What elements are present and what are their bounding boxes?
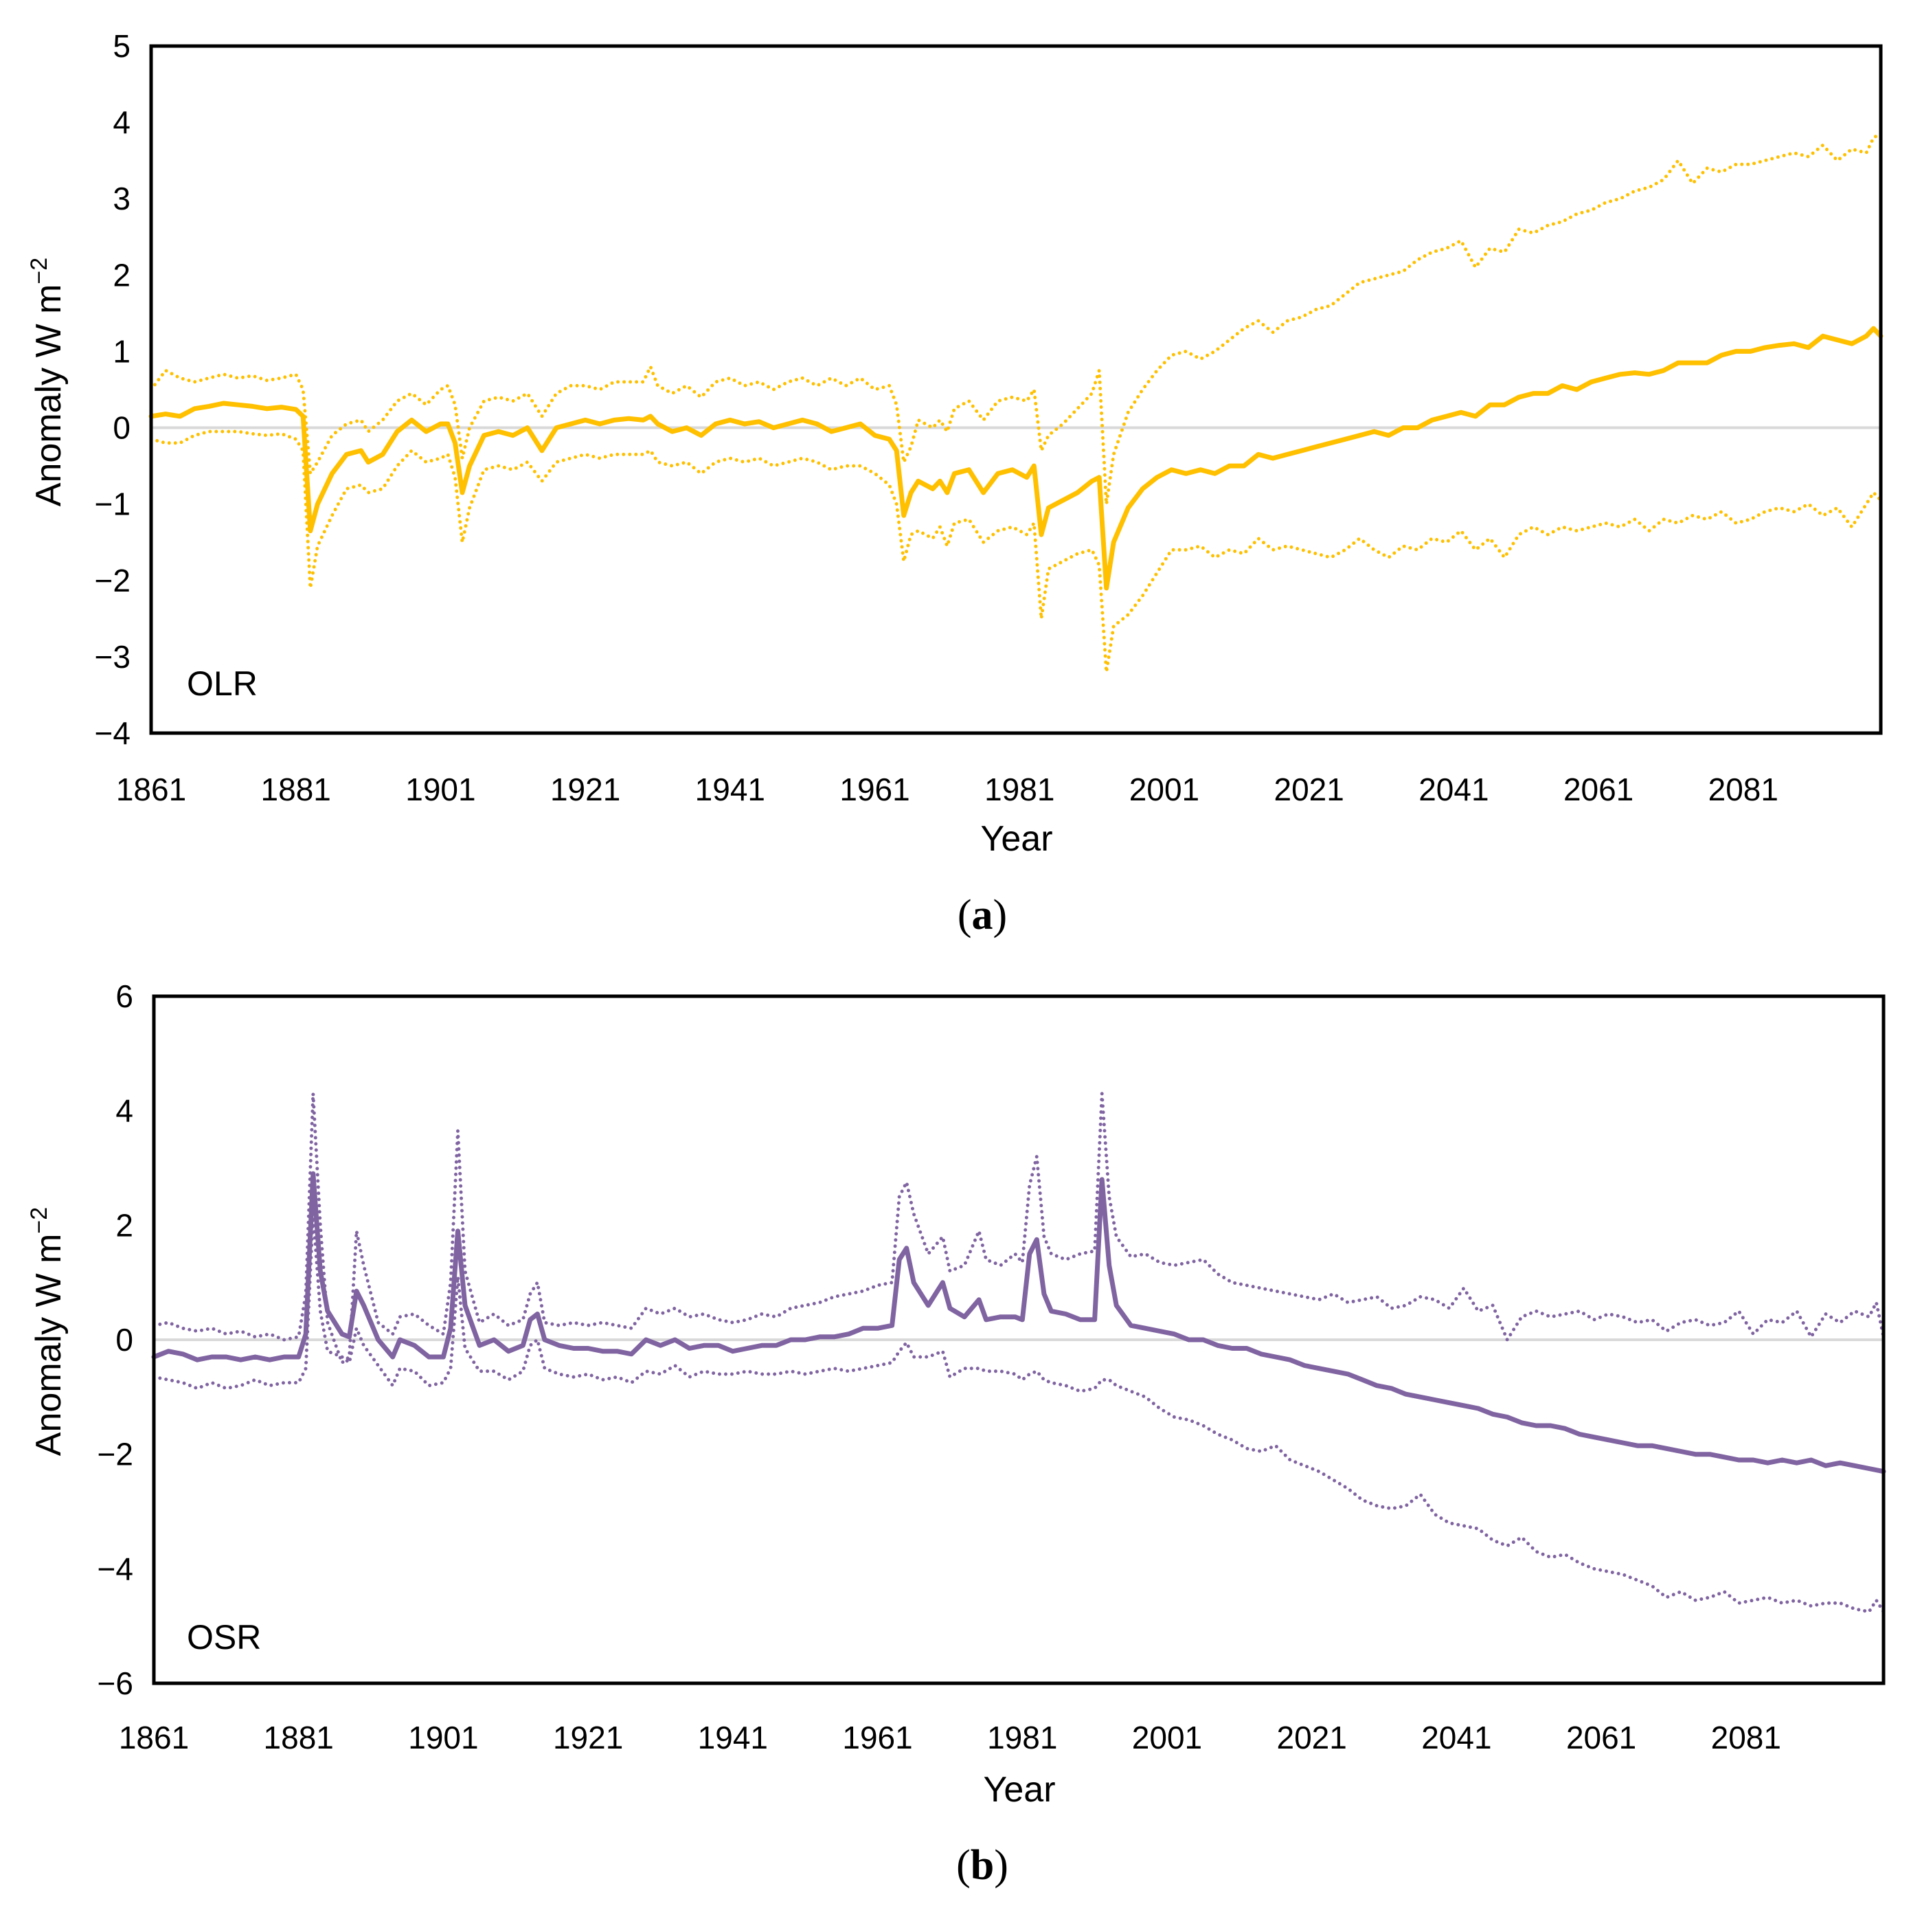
x-tick-label: 2061 xyxy=(1566,1720,1636,1755)
y-axis-title-text-a: Anomaly W m xyxy=(29,284,69,507)
x-tick-labels-b: 1861 1881 1901 1921 1941 1961 1981 2001 2021 2041… xyxy=(119,1720,1781,1755)
x-tick-label: 2081 xyxy=(1711,1720,1781,1755)
series-line-lower-a xyxy=(149,429,1883,674)
x-tick-label: 2001 xyxy=(1132,1720,1202,1755)
x-tick-label: 1941 xyxy=(698,1720,768,1755)
x-tick-label: 1901 xyxy=(408,1720,478,1755)
caption-paren-open-b: ( xyxy=(956,1842,971,1889)
chart-panel-b: 6 4 2 0 −2 −4 −6 1861 1881 1901 1921 1941 1961 1981 2… xyxy=(26,978,1886,1889)
series-line-lower-b xyxy=(152,1212,1886,1614)
y-tick-label: −4 xyxy=(98,1551,133,1586)
x-tick-label: 2041 xyxy=(1421,1720,1491,1755)
x-tick-label: 1921 xyxy=(553,1720,623,1755)
x-tick-labels-a: 1861 1881 1901 1921 1941 1961 1981 2001 2021 2041… xyxy=(116,772,1778,807)
x-tick-label: 1861 xyxy=(116,772,186,807)
y-axis-title-text-b: Anomaly W m xyxy=(29,1234,69,1457)
y-tick-label: 1 xyxy=(113,333,131,369)
caption-letter-b: b xyxy=(971,1842,994,1889)
plot-area-a xyxy=(148,44,1884,735)
y-tick-labels-a: 5 4 3 2 1 0 −1 −2 −3 −4 xyxy=(95,28,131,751)
x-tick-label: 2081 xyxy=(1708,772,1778,807)
caption-paren-close-a: ) xyxy=(993,892,1008,939)
plot-frame-b xyxy=(152,994,1886,1685)
y-tick-label: 4 xyxy=(115,1093,133,1129)
y-tick-label: −2 xyxy=(98,1437,133,1472)
x-tick-label: 2001 xyxy=(1129,772,1199,807)
x-tick-label: 1881 xyxy=(264,1720,334,1755)
y-tick-label: 2 xyxy=(113,257,131,293)
y-tick-label: 4 xyxy=(113,104,131,140)
y-tick-label: 2 xyxy=(115,1207,133,1243)
y-axis-title-a: Anomaly W m−2 xyxy=(26,258,69,506)
y-tick-label: 6 xyxy=(115,978,133,1014)
x-tick-label: 2041 xyxy=(1418,772,1489,807)
y-tick-label: −2 xyxy=(95,563,131,598)
x-axis-title-b: Year xyxy=(983,1770,1055,1810)
x-tick-label: 2021 xyxy=(1274,772,1344,807)
y-tick-label: −4 xyxy=(95,715,131,751)
caption-paren-close-b: ) xyxy=(994,1842,1008,1889)
y-axis-unit-superscript-b: −2 xyxy=(26,1207,52,1234)
y-tick-label: 0 xyxy=(115,1322,133,1358)
series-line-mean-b xyxy=(151,1171,1886,1474)
y-tick-label: −3 xyxy=(95,639,131,675)
x-tick-label: 1921 xyxy=(550,772,620,807)
x-axis-title-a: Year xyxy=(980,819,1052,859)
y-axis-title-b: Anomaly W m−2 xyxy=(26,1207,69,1456)
y-tick-label: −6 xyxy=(98,1665,133,1701)
plot-frame-a xyxy=(149,44,1883,735)
x-tick-label: 1961 xyxy=(839,772,909,807)
x-tick-label: 1941 xyxy=(695,772,765,807)
caption-paren-open-a: ( xyxy=(958,892,972,939)
x-tick-label: 2061 xyxy=(1563,772,1633,807)
y-tick-label: 0 xyxy=(113,410,131,446)
series-line-mean-a xyxy=(148,326,1884,591)
x-tick-label: 1881 xyxy=(261,772,331,807)
series-line-upper-a xyxy=(149,132,1883,506)
x-tick-label: 1861 xyxy=(119,1720,189,1755)
caption-letter-a: a xyxy=(972,892,993,939)
y-tick-label: 3 xyxy=(113,181,131,216)
figure-caption-a: (a) xyxy=(958,892,1007,939)
y-tick-label: −1 xyxy=(95,486,131,522)
x-tick-label: 1901 xyxy=(405,772,475,807)
x-tick-label: 2021 xyxy=(1277,1720,1347,1755)
x-tick-label: 1981 xyxy=(987,1720,1057,1755)
series-line-upper-b xyxy=(152,1092,1886,1364)
x-tick-label: 1981 xyxy=(984,772,1054,807)
y-tick-label: 5 xyxy=(113,28,131,64)
y-axis-unit-superscript-a: −2 xyxy=(26,258,52,284)
figure-caption-b: (b) xyxy=(956,1842,1008,1889)
x-tick-label: 1961 xyxy=(842,1720,912,1755)
y-tick-labels-b: 6 4 2 0 −2 −4 −6 xyxy=(98,978,133,1701)
plot-area-b xyxy=(151,994,1886,1685)
panel-label-osr: OSR xyxy=(187,1618,261,1656)
panel-label-olr: OLR xyxy=(187,664,258,703)
